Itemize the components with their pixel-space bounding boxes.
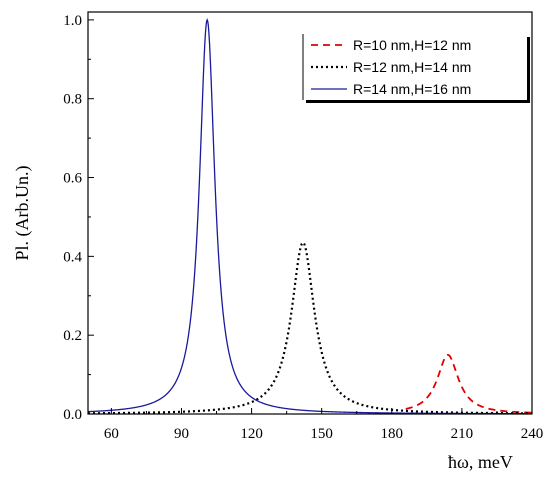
legend-label-3: R=14 nm,H=16 nm <box>353 81 471 97</box>
x-tick-label: 180 <box>381 426 404 442</box>
series-line-1 <box>405 353 533 414</box>
x-tick-label: 90 <box>174 426 189 442</box>
legend-label-2: R=12 nm,H=14 nm <box>353 59 471 75</box>
tick-layer: 60 90 120 150 180 210 240 0.0 0.2 0.4 0.6 0.8 1.0 <box>63 13 543 442</box>
x-tick-label: 150 <box>310 426 333 442</box>
y-tick-label: 0.6 <box>63 171 82 187</box>
y-tick-label: 1.0 <box>63 13 82 29</box>
legend-label-1: R=10 nm,H=12 nm <box>353 37 471 53</box>
y-tick-label: 0.0 <box>63 407 82 423</box>
y-tick-label: 0.2 <box>63 328 82 344</box>
x-tick-label: 120 <box>240 426 263 442</box>
x-tick-label: 210 <box>451 426 474 442</box>
x-axis-label: ħω, meV <box>448 452 513 472</box>
y-axis-label: Pl. (Arb.Un.) <box>12 166 33 261</box>
series-line-2 <box>88 241 532 415</box>
legend: R=10 nm,H=12 nm R=12 nm,H=14 nm R=14 nm,H=… <box>302 34 530 103</box>
x-tick-label: 60 <box>104 426 119 442</box>
plot-frame <box>87 11 533 415</box>
y-tick-label: 0.8 <box>63 92 82 108</box>
y-tick-label: 0.4 <box>63 249 82 265</box>
x-tick-label: 240 <box>521 426 544 442</box>
